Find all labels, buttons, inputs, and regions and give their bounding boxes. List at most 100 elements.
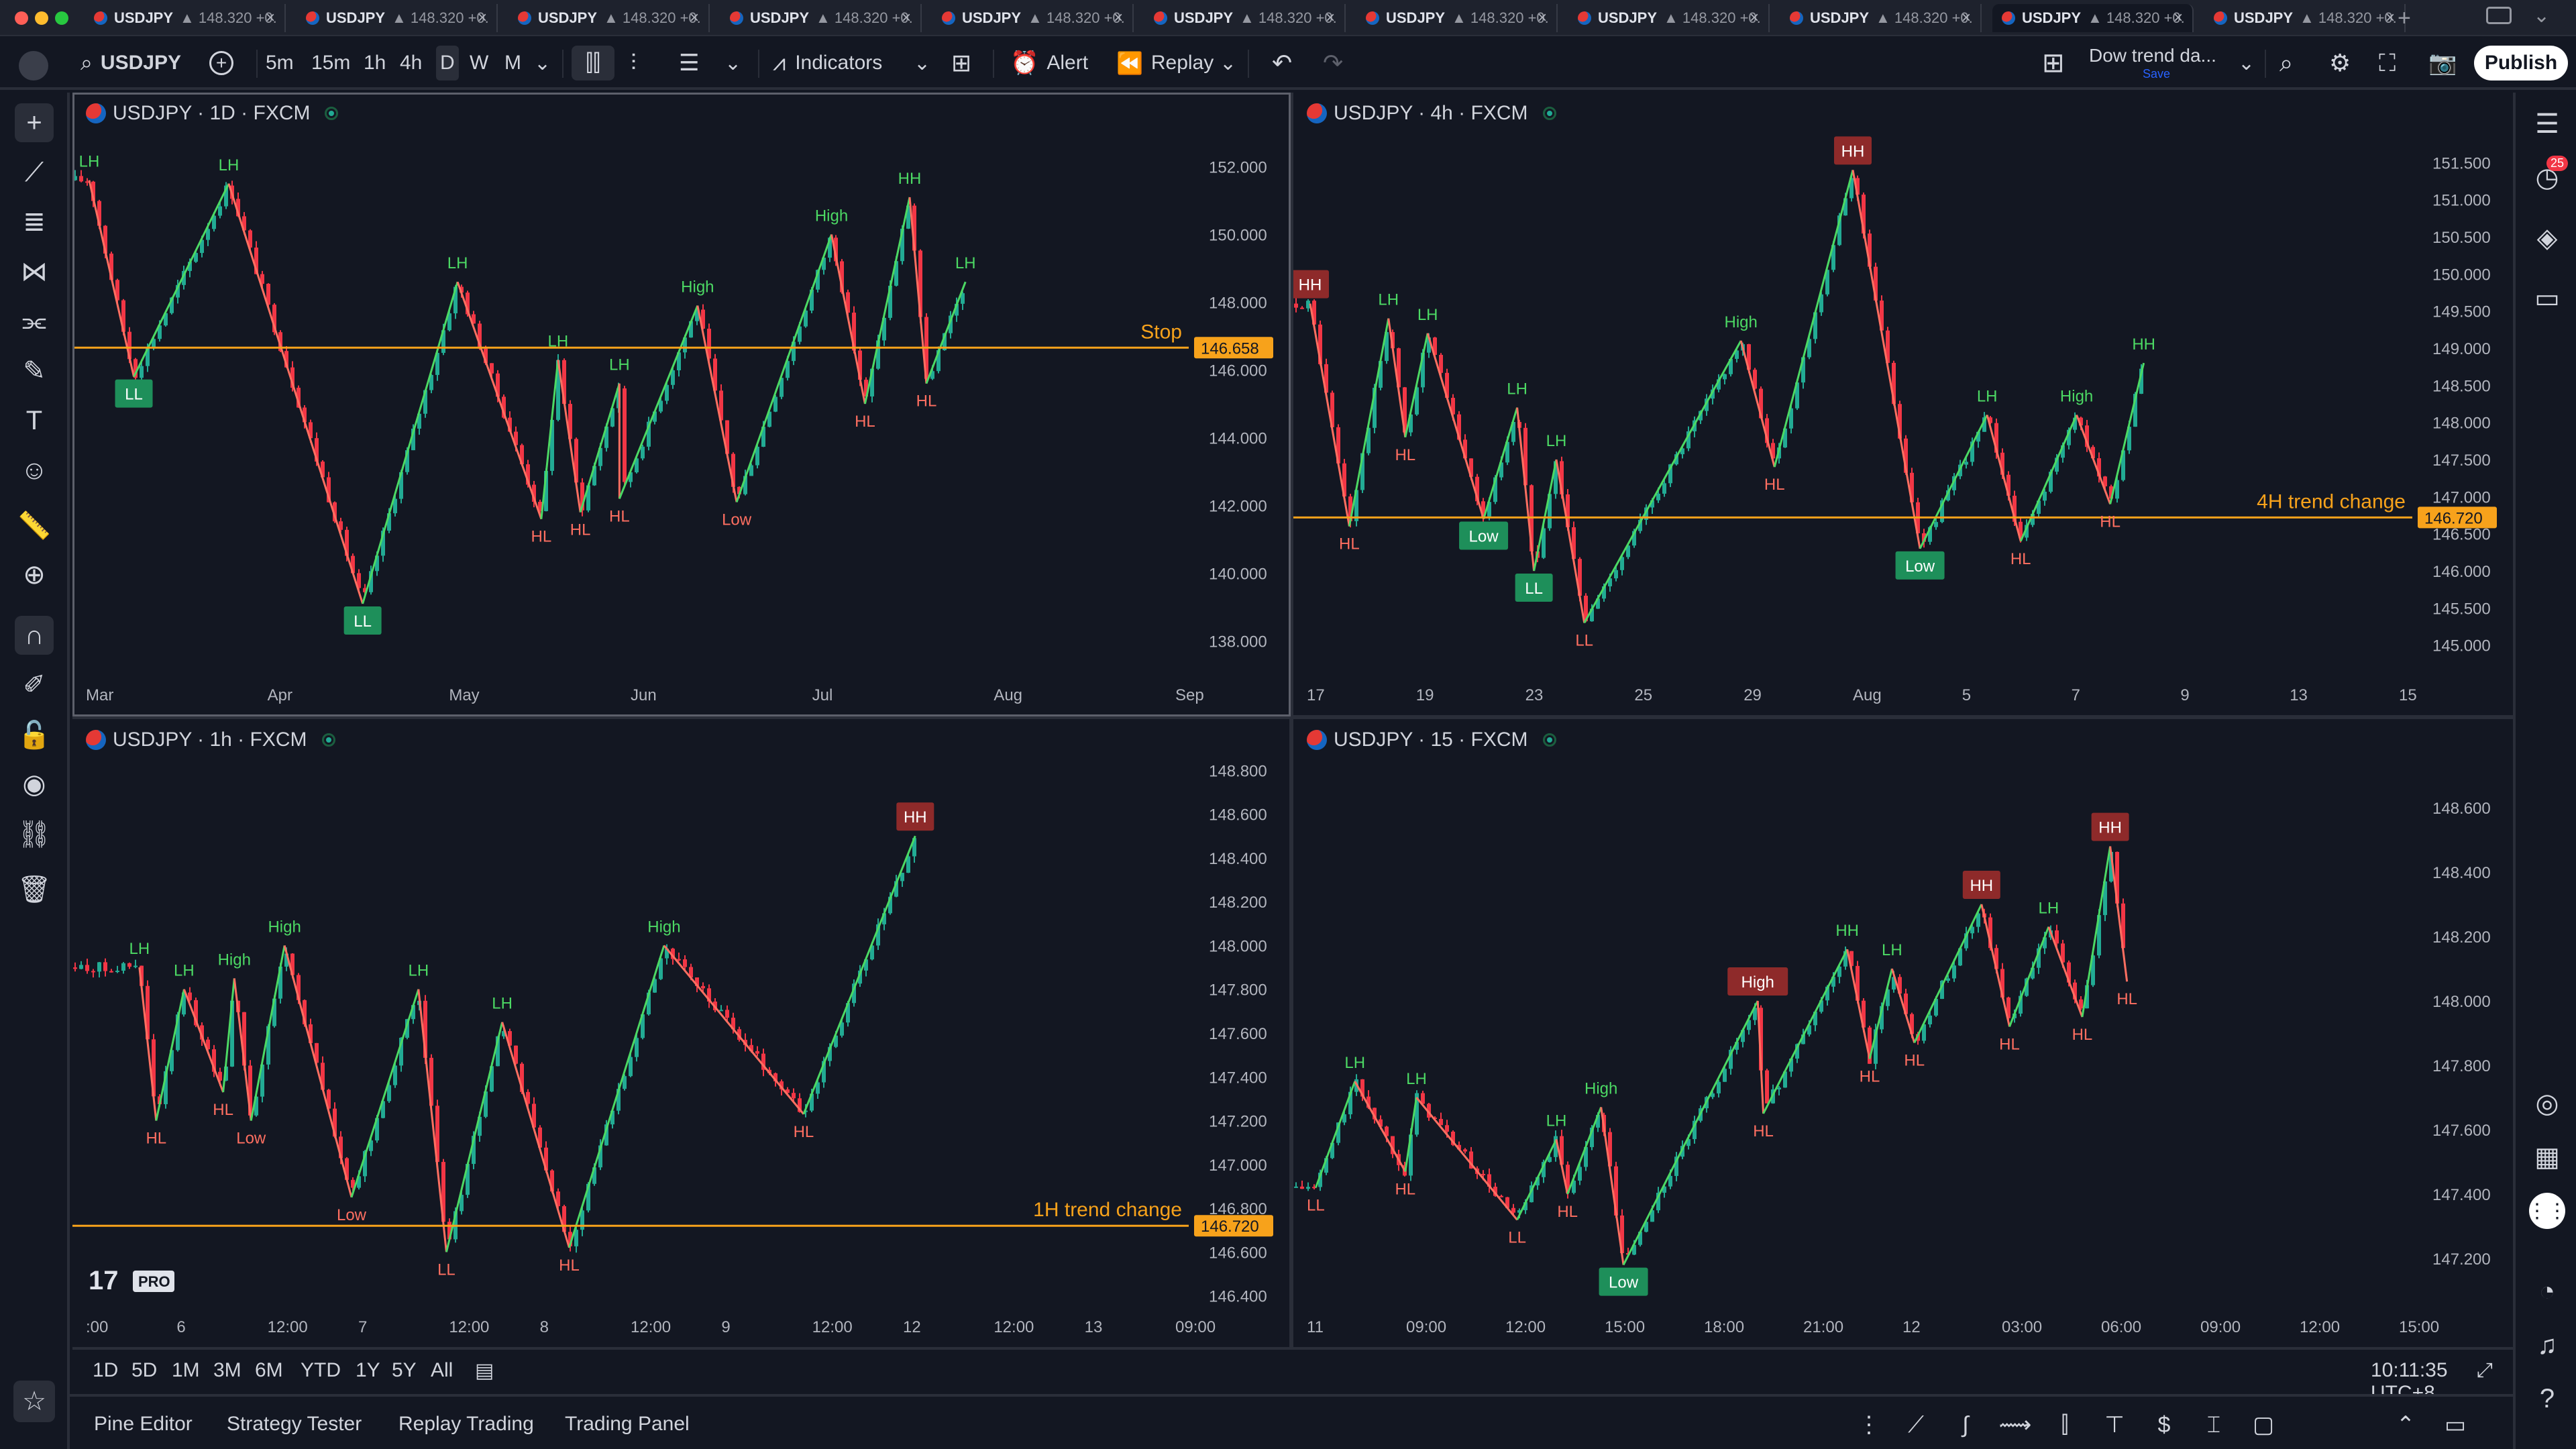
- tab-close-icon[interactable]: ×: [2173, 9, 2183, 27]
- crosshair-tool[interactable]: +: [15, 103, 54, 142]
- bottom-line-tool[interactable]: ⟋: [1901, 1410, 1931, 1440]
- chart-canvas-4h[interactable]: 151.500 151.000 150.500 150.000 149.500 149.0…: [1293, 93, 2513, 715]
- chart-type-dropdown[interactable]: ⌄: [724, 46, 741, 80]
- brush-tool[interactable]: ✎: [15, 352, 54, 390]
- alerts-button[interactable]: ◷ 25: [2529, 156, 2568, 196]
- window-close-button[interactable]: [15, 11, 28, 25]
- indicators-dropdown[interactable]: ⌄: [914, 46, 930, 80]
- range-1m[interactable]: 1M: [172, 1359, 200, 1381]
- ruler-tool[interactable]: 📏: [15, 506, 54, 545]
- browser-tab[interactable]: USDJPY ▲ 148.320 +0. ×: [297, 4, 498, 32]
- object-tree-button[interactable]: ◈: [2529, 220, 2565, 256]
- indicators-button[interactable]: ⩘ Indicators: [773, 46, 882, 80]
- replay-dropdown[interactable]: ⌄: [1220, 46, 1236, 80]
- browser-tab[interactable]: USDJPY ▲ 148.320 +0. ×: [720, 4, 922, 32]
- chart-canvas-1h[interactable]: 148.800 148.600 148.400 148.200 148.000 147.8…: [72, 719, 1289, 1347]
- range-5d[interactable]: 5D: [131, 1359, 158, 1381]
- tab-close-icon[interactable]: ×: [477, 9, 487, 27]
- layout-dropdown[interactable]: ⌄: [2238, 46, 2255, 80]
- browser-tab[interactable]: USDJPY ▲ 148.320 +0. ×: [2204, 4, 2406, 32]
- panel-tab-strategy-tester[interactable]: Strategy Tester: [227, 1413, 362, 1435]
- range-all[interactable]: All: [431, 1359, 453, 1381]
- range-1d[interactable]: 1D: [93, 1359, 119, 1381]
- interval-dropdown[interactable]: ⌄: [534, 46, 551, 80]
- bottom-candle-tool[interactable]: ⫿: [2050, 1410, 2080, 1440]
- hotlist-button[interactable]: ◎: [2529, 1085, 2565, 1122]
- interval-M[interactable]: M: [504, 52, 521, 74]
- tab-close-icon[interactable]: ×: [1325, 9, 1335, 27]
- zoom-in-tool[interactable]: ⊕: [15, 555, 54, 594]
- tab-close-icon[interactable]: ×: [1749, 9, 1759, 27]
- toggle-panel-button[interactable]: ▭: [2440, 1410, 2470, 1440]
- window-zoom-button[interactable]: [55, 11, 68, 25]
- collapse-panel-button[interactable]: ⌃: [2391, 1410, 2420, 1440]
- interval-1h[interactable]: 1h: [364, 52, 386, 74]
- tab-close-icon[interactable]: ×: [1113, 9, 1123, 27]
- panel-tab-replay-trading[interactable]: Replay Trading: [398, 1413, 534, 1435]
- browser-tab[interactable]: USDJPY ▲ 148.320 +0. ×: [1356, 4, 1558, 32]
- watchlist-button[interactable]: ☰: [2529, 106, 2565, 142]
- interval-D[interactable]: D: [436, 46, 459, 80]
- tab-close-icon[interactable]: ×: [689, 9, 699, 27]
- undo-button[interactable]: ↶: [1272, 46, 1292, 80]
- symbol-search[interactable]: ⌕ USDJPY: [80, 46, 181, 80]
- range-ytd[interactable]: YTD: [301, 1359, 341, 1381]
- pane-divider-horizontal[interactable]: [72, 715, 2513, 719]
- browser-tab[interactable]: USDJPY ▲ 148.320 +0. ×: [932, 4, 1134, 32]
- browser-tab[interactable]: USDJPY ▲ 148.320 +0. ×: [1780, 4, 1982, 32]
- fullscreen-button[interactable]: ⛶: [2379, 46, 2396, 80]
- new-tab-icon[interactable]: +: [2398, 5, 2411, 31]
- notifications-button[interactable]: ♫: [2529, 1327, 2565, 1363]
- tab-close-icon[interactable]: ×: [901, 9, 911, 27]
- remove-drawings-tool[interactable]: 🗑: [15, 869, 54, 908]
- maximize-panel-button[interactable]: ⤢: [2477, 1359, 2493, 1382]
- emoji-tool[interactable]: ☺: [15, 451, 54, 490]
- magnet-tool[interactable]: ∩: [15, 616, 54, 655]
- chart-pane-15m[interactable]: USDJPY · 15 · FXCM 148.600 148.400 148.200…: [1293, 719, 2513, 1347]
- chart-pane-1d[interactable]: USDJPY · 1D · FXCM 152.000 150.000 148.000…: [72, 93, 1289, 715]
- streams-button[interactable]: ◔: [2529, 1273, 2565, 1309]
- range-6m[interactable]: 6M: [255, 1359, 283, 1381]
- interval-5m[interactable]: 5m: [266, 52, 294, 74]
- browser-tab[interactable]: USDJPY ▲ 148.320 +0. ×: [1992, 4, 2194, 32]
- range-1y[interactable]: 1Y: [356, 1359, 380, 1381]
- browser-tab[interactable]: USDJPY ▲ 148.320 +0. ×: [508, 4, 710, 32]
- chart-canvas-15m[interactable]: 148.600 148.400 148.200 148.000 147.800 147.6…: [1293, 719, 2513, 1347]
- browser-tab[interactable]: USDJPY ▲ 148.320 +0. ×: [1568, 4, 1770, 32]
- bottom-curve-tool[interactable]: ∫: [1951, 1410, 1980, 1440]
- quick-search-button[interactable]: ⌕: [2279, 46, 2293, 80]
- chat-button[interactable]: ▭: [2529, 280, 2565, 317]
- chart-type-list-button[interactable]: ☰: [679, 46, 699, 80]
- lock-drawings-tool[interactable]: 🔓: [15, 715, 54, 754]
- snapshot-button[interactable]: 📷: [2428, 46, 2457, 80]
- window-minimize-button[interactable]: [35, 11, 48, 25]
- indicator-templates-button[interactable]: ⊞: [951, 46, 971, 80]
- bottom-path-tool[interactable]: ⟿: [1999, 1410, 2032, 1440]
- drag-handle-icon[interactable]: ⋮: [1858, 1412, 1880, 1438]
- alert-button[interactable]: ⏰ Alert: [1010, 46, 1088, 80]
- range-5y[interactable]: 5Y: [392, 1359, 417, 1381]
- bottom-text-tool[interactable]: ⊤: [2100, 1410, 2129, 1440]
- interval-15m[interactable]: 15m: [311, 52, 351, 74]
- panel-tab-pine-editor[interactable]: Pine Editor: [94, 1413, 193, 1435]
- chart-type-bars-button[interactable]: ⫶: [631, 46, 637, 80]
- interval-W[interactable]: W: [470, 52, 489, 74]
- favorites-star-icon[interactable]: ☆: [13, 1381, 55, 1422]
- calendar-button[interactable]: ▦: [2529, 1139, 2565, 1175]
- chart-canvas-1d[interactable]: 152.000 150.000 148.000 146.000 144.000 142.0…: [72, 93, 1289, 715]
- compare-symbol-button[interactable]: +: [209, 46, 233, 80]
- panel-tab-trading-panel[interactable]: Trading Panel: [565, 1413, 690, 1435]
- layout-name-button[interactable]: Dow trend da... Save: [2089, 46, 2216, 80]
- sync-drawings-tool[interactable]: ⛓: [15, 814, 54, 853]
- layout-select-button[interactable]: ⊞: [2042, 46, 2065, 80]
- bottom-rect-tool[interactable]: ▢: [2249, 1410, 2278, 1440]
- user-avatar[interactable]: [19, 51, 48, 80]
- tab-menu-icon[interactable]: ⌄: [2533, 5, 2551, 27]
- redo-button[interactable]: ↷: [1323, 46, 1343, 80]
- tab-close-icon[interactable]: ×: [2385, 9, 2395, 27]
- replay-button[interactable]: ⏪ Replay: [1116, 46, 1214, 80]
- bottom-range-tool[interactable]: ⌶: [2199, 1410, 2229, 1440]
- text-tool[interactable]: T: [15, 401, 54, 440]
- sidebar-toggle-icon[interactable]: [2486, 7, 2512, 24]
- go-to-date-button[interactable]: ▤: [475, 1359, 494, 1383]
